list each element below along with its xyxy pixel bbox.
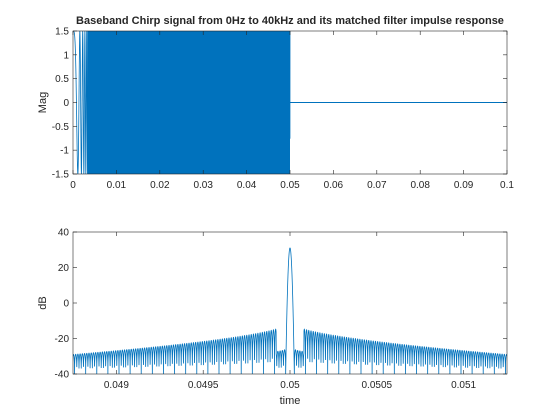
top-series-line (73, 31, 507, 174)
top-x-tick-label: 0.07 (367, 180, 387, 191)
top-ticks: 0 0.01 0.02 0.03 0.04 0.05 0.06 0.07 0.08 0.09 0.1… (52, 27, 515, 192)
bottom-x-tick-label: 0.049 (104, 380, 129, 391)
top-y-tick-label: 0 (63, 98, 69, 109)
bottom-axes: time dB 0.049 0.0495 0.05 0.0505 0.051 -40 -20… (37, 228, 508, 407)
matched-filter-response (73, 247, 507, 374)
bottom-y-tick-label: -20 (55, 334, 70, 345)
chirp-dense-band (87, 31, 291, 174)
bottom-series-line (73, 247, 507, 374)
top-chart-title: Baseband Chirp signal from 0Hz to 40kHz … (76, 15, 504, 27)
top-axes-box (72, 30, 508, 175)
top-y-tick-label: 1.5 (55, 27, 69, 38)
top-x-tick-label: 0 (70, 180, 76, 191)
bottom-y-tick-label: 0 (63, 299, 69, 310)
bottom-axes-background (73, 232, 507, 374)
top-axes: Baseband Chirp signal from 0Hz to 40kHz … (37, 15, 514, 191)
bottom-x-tick-label: 0.0495 (188, 380, 219, 391)
top-x-tick-label: 0.08 (410, 180, 430, 191)
top-x-tick-label: 0.02 (150, 180, 170, 191)
top-y-tick-label: -1 (60, 146, 69, 157)
top-y-tick-label: -0.5 (52, 122, 70, 133)
top-x-tick-label: 0.1 (500, 180, 514, 191)
bottom-y-tick-label: 20 (58, 263, 70, 274)
bottom-x-tick-label: 0.051 (451, 380, 476, 391)
top-x-tick-label: 0.06 (324, 180, 344, 191)
bottom-axes-box (72, 231, 508, 375)
bottom-x-tick-label: 0.05 (280, 380, 300, 391)
top-y-axis-label: Mag (37, 92, 49, 113)
top-y-tick-label: -1.5 (52, 170, 70, 181)
bottom-y-tick-label: 40 (58, 228, 70, 239)
top-y-tick-label: 1 (63, 50, 69, 61)
bottom-y-tick-label: -40 (55, 370, 70, 381)
top-x-tick-label: 0.01 (107, 180, 127, 191)
top-x-tick-label: 0.04 (237, 180, 257, 191)
bottom-x-axis-label: time (280, 395, 301, 407)
top-x-tick-label: 0.03 (193, 180, 213, 191)
top-y-tick-label: 0.5 (55, 74, 69, 85)
bottom-y-axis-label: dB (37, 296, 49, 309)
top-x-tick-label: 0.09 (454, 180, 474, 191)
bottom-x-tick-label: 0.0505 (362, 380, 393, 391)
top-x-tick-label: 0.05 (280, 180, 300, 191)
